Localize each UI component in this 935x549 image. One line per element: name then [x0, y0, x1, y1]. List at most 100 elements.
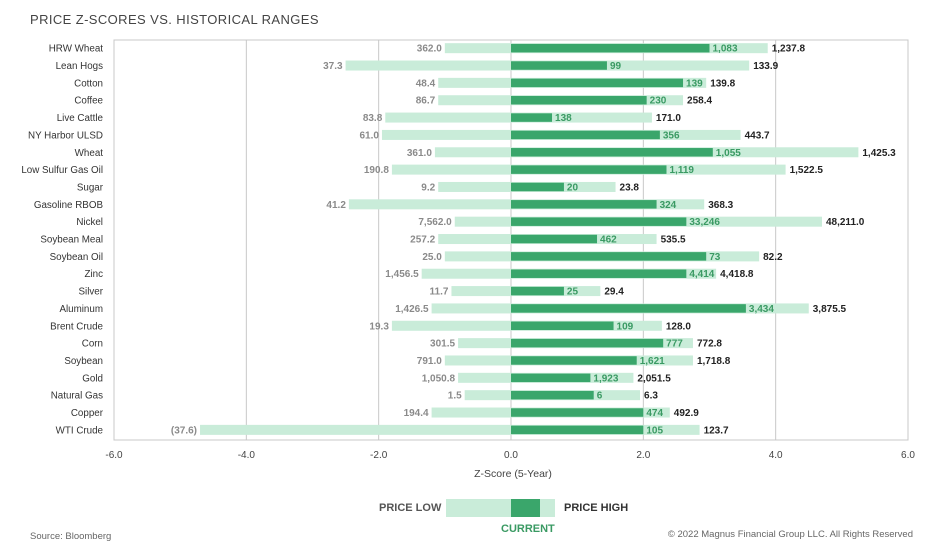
current-label: 6: [597, 391, 603, 402]
high-label: 1,425.3: [862, 148, 896, 159]
x-tick-label: 6.0: [901, 450, 915, 461]
high-label: 368.3: [708, 200, 733, 211]
current-label: 105: [646, 425, 663, 436]
low-label: 19.3: [369, 321, 389, 332]
low-label: 1,050.8: [422, 373, 456, 384]
low-label: 37.3: [323, 61, 343, 72]
current-label: 33,246: [689, 217, 720, 228]
current-label: 138: [555, 113, 572, 124]
x-tick-label: 0.0: [504, 450, 518, 461]
x-tick-label: -4.0: [238, 450, 256, 461]
current-label: 1,621: [640, 356, 665, 367]
current-label: 1,055: [716, 148, 741, 159]
current-bar: [511, 43, 710, 53]
low-label: 791.0: [417, 356, 442, 367]
category-label: NY Harbor ULSD: [28, 130, 103, 141]
low-label: 9.2: [421, 182, 435, 193]
category-label: Natural Gas: [51, 391, 103, 402]
low-label: 83.8: [363, 113, 383, 124]
current-label: 3,434: [749, 304, 774, 315]
high-label: 3,875.5: [813, 304, 847, 315]
category-label: Coffee: [74, 96, 103, 107]
low-label: 11.7: [430, 287, 449, 298]
chart-title: PRICE Z-SCORES VS. HISTORICAL RANGES: [30, 12, 319, 27]
category-label: Live Cattle: [57, 113, 104, 124]
current-label: 1,119: [669, 165, 694, 176]
legend-price-high: PRICE HIGH: [564, 502, 629, 514]
current-bar: [511, 78, 684, 88]
current-label: 4,414: [689, 269, 714, 280]
current-bar: [511, 338, 664, 348]
x-tick-label: 4.0: [769, 450, 783, 461]
category-label: Gold: [82, 373, 103, 384]
high-label: 128.0: [666, 321, 691, 332]
low-label: 61.0: [360, 130, 380, 141]
low-label: 361.0: [407, 148, 432, 159]
current-bar: [511, 408, 644, 417]
low-label: 257.2: [410, 235, 435, 246]
category-label: Aluminum: [59, 304, 103, 315]
low-label: 190.8: [364, 165, 389, 176]
high-label: 139.8: [710, 78, 735, 89]
high-label: 2,051.5: [637, 373, 671, 384]
category-label: Sugar: [77, 182, 104, 193]
current-bar: [511, 286, 564, 296]
current-label: 474: [646, 408, 663, 419]
current-label: 777: [666, 339, 683, 350]
current-label: 109: [617, 321, 634, 332]
high-label: 258.4: [687, 96, 712, 107]
low-label: (37.6): [171, 425, 197, 436]
low-label: 1,426.5: [395, 304, 429, 315]
category-label: Copper: [71, 408, 104, 419]
current-bar: [511, 356, 637, 365]
category-label: Silver: [79, 287, 104, 298]
low-label: 194.4: [404, 408, 429, 419]
current-bar: [511, 425, 644, 435]
high-label: 492.9: [674, 408, 699, 419]
current-bar: [511, 252, 707, 261]
high-label: 23.8: [620, 182, 640, 193]
high-label: 4,418.8: [720, 269, 754, 280]
x-tick-label: 2.0: [636, 450, 650, 461]
x-axis-label: Z-Score (5-Year): [474, 468, 552, 480]
category-label: HRW Wheat: [49, 44, 104, 55]
range-bar: [200, 424, 700, 435]
x-tick-label: -6.0: [105, 450, 123, 461]
high-label: 48,211.0: [826, 217, 865, 228]
current-label: 139: [686, 78, 703, 89]
category-label: Gasoline RBOB: [34, 200, 104, 211]
high-label: 29.4: [604, 287, 624, 298]
category-label: Soybean Oil: [50, 252, 103, 263]
current-bar: [511, 304, 746, 313]
high-label: 133.9: [753, 61, 778, 72]
category-label: Nickel: [76, 217, 103, 228]
low-label: 1,456.5: [385, 269, 419, 280]
low-label: 301.5: [430, 339, 455, 350]
current-label: 462: [600, 235, 617, 246]
copyright-note: © 2022 Magnus Financial Group LLC. All R…: [667, 529, 913, 540]
current-label: 73: [709, 252, 721, 263]
current-label: 1,923: [593, 373, 618, 384]
high-label: 6.3: [644, 391, 658, 402]
category-label: Zinc: [84, 269, 103, 280]
current-bar: [511, 182, 564, 192]
current-bar: [511, 217, 687, 226]
current-label: 20: [567, 182, 579, 193]
category-label: Lean Hogs: [56, 61, 103, 72]
current-bar: [511, 321, 614, 331]
low-label: 41.2: [326, 200, 346, 211]
current-bar: [511, 148, 713, 157]
category-label: Soybean Meal: [40, 235, 103, 246]
high-label: 1,237.8: [772, 44, 806, 55]
low-label: 362.0: [417, 44, 442, 55]
category-label: Soybean: [64, 356, 103, 367]
current-bar: [511, 61, 607, 70]
high-label: 443.7: [745, 130, 770, 141]
high-label: 1,522.5: [790, 165, 824, 176]
current-label: 25: [567, 287, 579, 298]
high-label: 171.0: [656, 113, 681, 124]
category-label: WTI Crude: [56, 425, 104, 436]
low-label: 86.7: [416, 96, 436, 107]
high-label: 123.7: [704, 425, 729, 436]
